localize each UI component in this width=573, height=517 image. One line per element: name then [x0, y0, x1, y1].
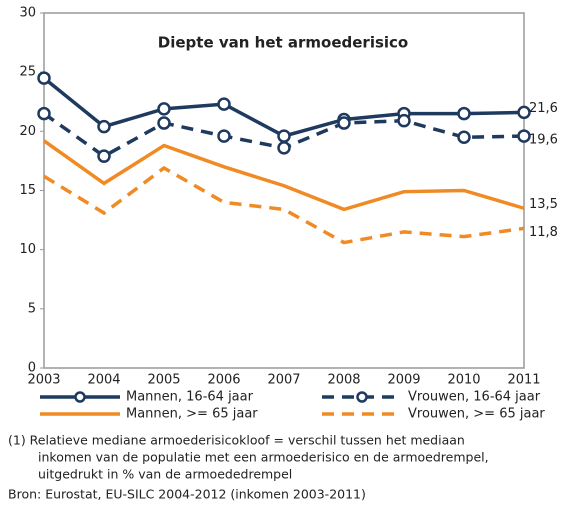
legend-label: Mannen, 16-64 jaar [126, 390, 254, 405]
x-tick-label: 2005 [147, 373, 180, 388]
legend-label: Mannen, >= 65 jaar [126, 407, 258, 422]
y-tick-label: 10 [19, 242, 36, 257]
note-line: inkomen van de populatie met een armoede… [38, 450, 489, 465]
x-tick-label: 2007 [267, 373, 300, 388]
marker [277, 129, 291, 143]
x-tick-label: 2004 [87, 373, 120, 388]
note-line: uitgedrukt in % van de armoededrempel [38, 467, 292, 482]
value-label: 19,6 [529, 133, 558, 148]
marker [457, 106, 471, 121]
legend-marker [74, 391, 86, 403]
marker [37, 71, 51, 85]
value-label: 13,5 [529, 197, 558, 212]
series-line [43, 165, 525, 245]
x-tick-label: 2009 [387, 373, 420, 388]
note-line: (1) Relatieve mediane armoederisicokloof… [8, 433, 465, 448]
marker [157, 102, 171, 116]
value-label: 11,8 [529, 225, 558, 240]
x-tick-label: 2008 [327, 373, 360, 388]
y-tick-label: 5 [28, 301, 36, 316]
marker [517, 105, 531, 120]
x-tick-label: 2011 [507, 373, 540, 388]
y-tick-label: 0 [28, 361, 36, 376]
marker [337, 116, 351, 130]
value-label: 21,6 [529, 101, 558, 116]
y-tick-label: 25 [19, 65, 36, 80]
chart-title: Diepte van het armoederisico [158, 34, 408, 52]
y-tick-label: 15 [19, 183, 36, 198]
marker [277, 141, 291, 155]
marker [37, 106, 51, 121]
marker [457, 130, 471, 144]
legend-marker [356, 391, 368, 403]
x-tick-label: 2006 [207, 373, 240, 388]
marker [517, 129, 531, 143]
series-line [42, 139, 525, 212]
legend-label: Vrouwen, >= 65 jaar [408, 407, 545, 422]
legend-label: Vrouwen, 16-64 jaar [408, 390, 541, 405]
y-tick-label: 20 [19, 124, 36, 139]
source: Bron: Eurostat, EU-SILC 2004-2012 (inkom… [8, 487, 366, 502]
marker [217, 97, 231, 111]
y-tick-label: 30 [19, 6, 36, 21]
marker [97, 119, 111, 134]
marker [217, 129, 231, 143]
marker [97, 149, 111, 163]
x-tick-label: 2003 [27, 373, 60, 388]
x-tick-label: 2010 [447, 373, 480, 388]
series-line [42, 76, 525, 138]
marker [397, 113, 411, 128]
marker [157, 116, 171, 130]
